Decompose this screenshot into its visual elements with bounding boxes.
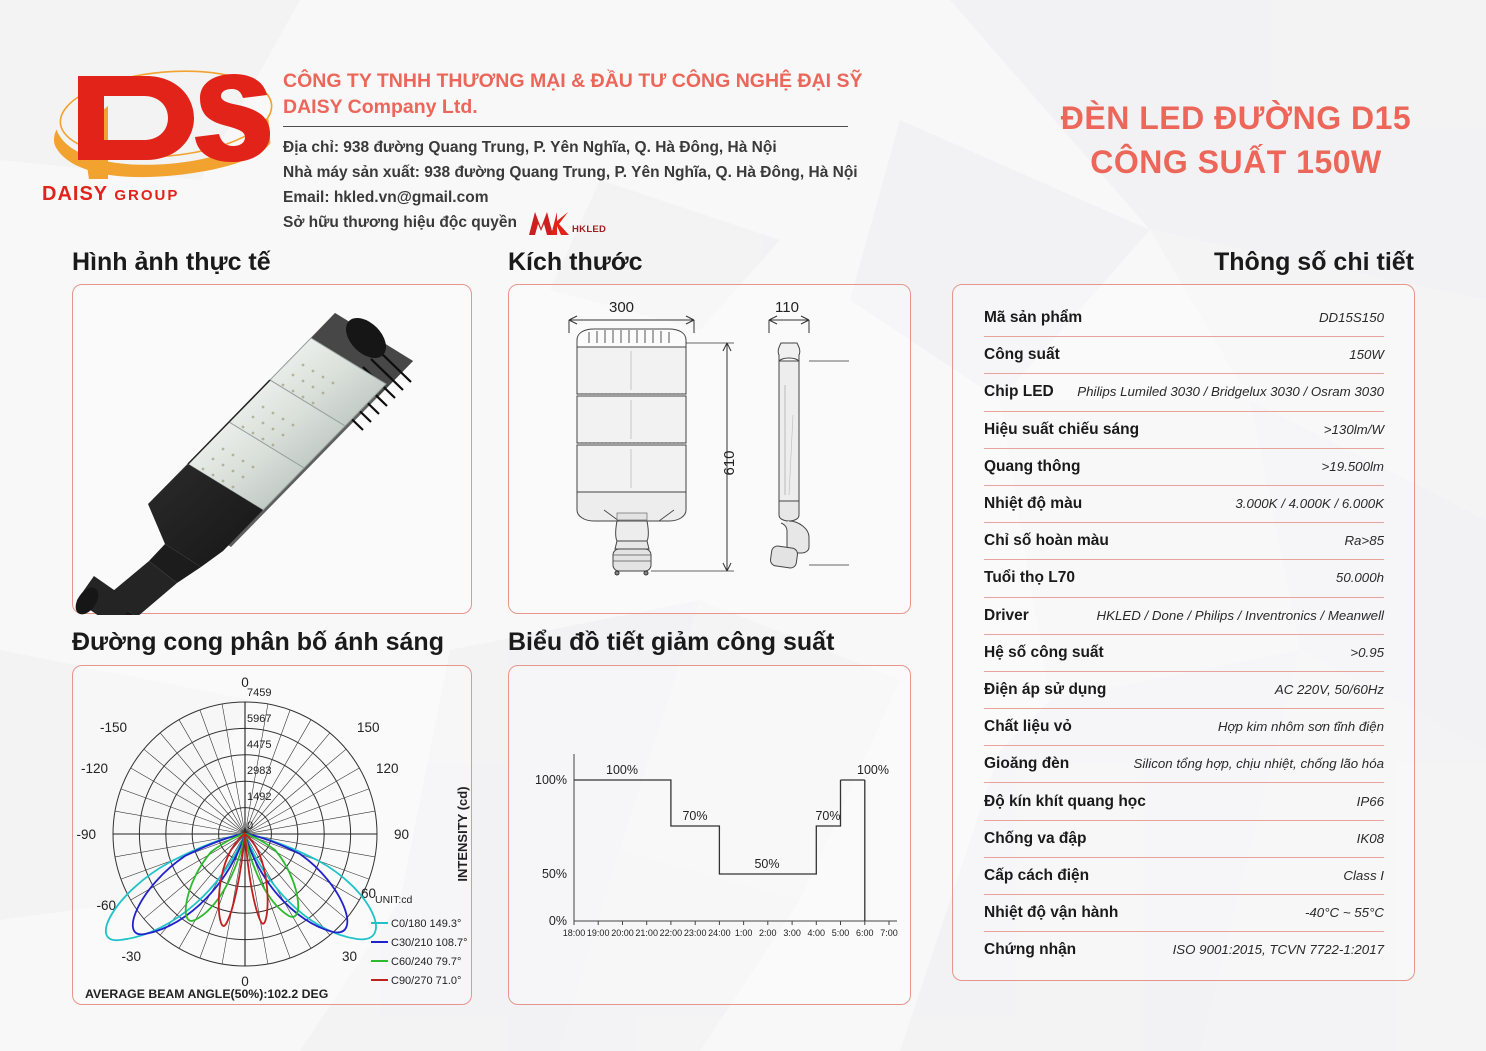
svg-text:70%: 70%: [815, 809, 840, 823]
svg-text:100%: 100%: [535, 773, 567, 787]
svg-text:-90: -90: [76, 827, 96, 842]
svg-text:70%: 70%: [682, 809, 707, 823]
svg-text:C90/270 71.0°: C90/270 71.0°: [391, 975, 461, 987]
svg-text:0: 0: [247, 820, 253, 832]
svg-text:110: 110: [775, 299, 799, 316]
svg-text:5967: 5967: [247, 713, 271, 725]
svg-text:C60/240 79.7°: C60/240 79.7°: [391, 956, 461, 968]
svg-text:0%: 0%: [549, 914, 567, 928]
svg-text:-30: -30: [121, 949, 141, 964]
svg-text:C30/210 108.7°: C30/210 108.7°: [391, 937, 468, 949]
svg-text:30: 30: [342, 949, 357, 964]
svg-text:HKLED: HKLED: [572, 224, 606, 235]
svg-text:7459: 7459: [247, 687, 271, 699]
svg-text:2983: 2983: [247, 765, 271, 777]
svg-text:150: 150: [357, 720, 380, 735]
svg-text:120: 120: [376, 761, 399, 776]
svg-text:50%: 50%: [542, 867, 567, 881]
svg-text:300: 300: [609, 299, 634, 316]
svg-text:4:00: 4:00: [808, 928, 826, 938]
svg-text:50%: 50%: [754, 857, 779, 871]
svg-text:23:00: 23:00: [684, 928, 707, 938]
svg-text:100%: 100%: [857, 763, 889, 777]
svg-text:2:00: 2:00: [759, 928, 777, 938]
svg-text:21:00: 21:00: [635, 928, 658, 938]
svg-text:0: 0: [241, 675, 249, 690]
svg-text:22:00: 22:00: [660, 928, 683, 938]
svg-text:C0/180 149.3°: C0/180 149.3°: [391, 918, 461, 930]
svg-text:INTENSITY (cd): INTENSITY (cd): [455, 786, 470, 881]
svg-text:AVERAGE BEAM ANGLE(50%):102.2: AVERAGE BEAM ANGLE(50%):102.2 DEG: [85, 987, 328, 1001]
svg-text:6:00: 6:00: [856, 928, 874, 938]
svg-text:-150: -150: [100, 720, 127, 735]
svg-text:610: 610: [721, 450, 738, 475]
svg-text:100%: 100%: [606, 763, 638, 777]
svg-text:18:00: 18:00: [563, 928, 586, 938]
svg-text:UNIT:cd: UNIT:cd: [375, 894, 413, 906]
svg-text:1492: 1492: [247, 791, 271, 803]
svg-text:20:00: 20:00: [611, 928, 634, 938]
svg-text:1:00: 1:00: [735, 928, 753, 938]
svg-text:-120: -120: [81, 761, 108, 776]
svg-text:90: 90: [394, 827, 409, 842]
svg-text:5:00: 5:00: [832, 928, 850, 938]
svg-text:19:00: 19:00: [587, 928, 610, 938]
svg-text:24:00: 24:00: [708, 928, 731, 938]
svg-text:3:00: 3:00: [783, 928, 801, 938]
svg-text:4475: 4475: [247, 739, 271, 751]
svg-text:7:00: 7:00: [880, 928, 898, 938]
